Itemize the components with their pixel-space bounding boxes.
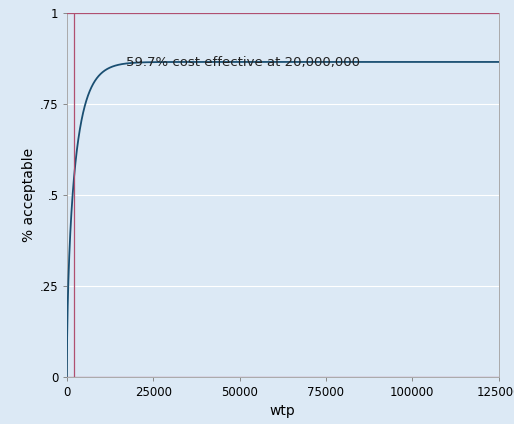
X-axis label: wtp: wtp: [270, 404, 296, 418]
Y-axis label: % acceptable: % acceptable: [22, 148, 35, 242]
Text: 59.7% cost effective at 20,000,000: 59.7% cost effective at 20,000,000: [125, 56, 359, 70]
